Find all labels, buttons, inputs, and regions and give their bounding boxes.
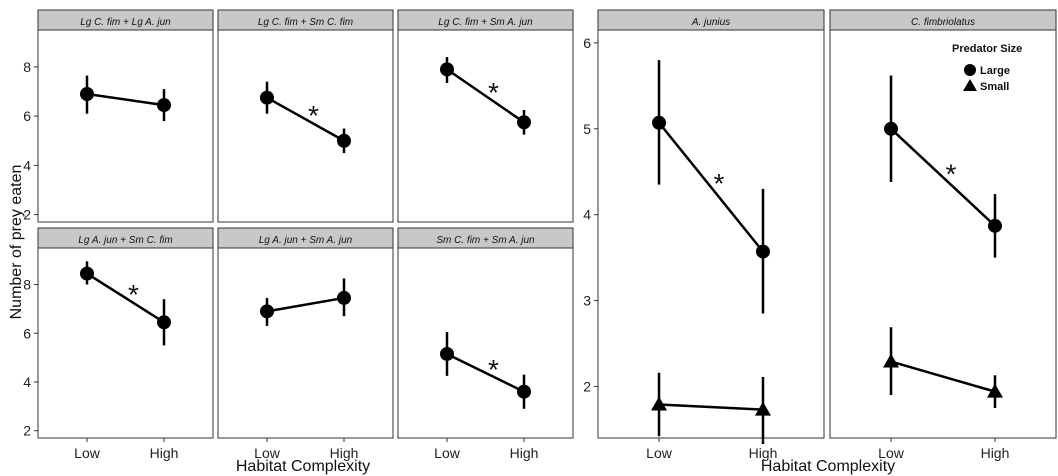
right-y-tick-label-4: 4 [583,207,591,223]
right-panel-1-frame [597,29,825,439]
left-panel-1-series-0-point-high [157,98,171,113]
left-panel-4-significance-marker: * [128,279,139,310]
legend-marker-small [963,79,977,91]
left-row-1-y-tick-label-2: 2 [23,207,31,223]
legend-title: Predator Size [952,43,1022,55]
left-panel-4-frame [37,247,214,439]
left-panel-1-frame [37,29,214,223]
right-panel-2-frame [829,29,1057,439]
right-chart: A. junius * C. fimbriolatus * 2 3 4 5 6 Low High… [583,9,1057,475]
left-panel-4-series-0-point-high [157,315,171,330]
right-panel-2-series-0-point-high [987,218,1002,233]
left-panel-5-series-0-point-high [337,290,351,305]
legend-marker-large [964,64,976,76]
right-panel-2-title: C. fimbriolatus [911,17,975,28]
left-panel-4-series-0-point-low [80,266,94,281]
left-panel-6-series-0-point-low [440,346,454,361]
left-col-1-xtick-label-high: High [150,445,179,461]
left-row-2-y-tick-label-8: 8 [23,277,31,293]
right-col-1-xtick-label-low: Low [646,445,673,461]
left-panel-1-series-0-point-low [80,87,94,101]
left-row-2-y-tick-label-6: 6 [23,325,31,341]
left-panel-3-series-0-point-low [440,62,454,77]
left-col-3-xtick-label-low: Low [434,445,461,461]
left-chart: Lg C. fim + Lg A. jun Lg C. fim + Sm C. f… [8,9,574,475]
left-panel-5-frame [217,247,394,439]
right-y-tick-label-2: 2 [583,378,591,394]
left-col-3-xtick-label-high: High [510,445,539,461]
left-row-1-y-tick-label-6: 6 [23,108,31,124]
right-panel-1-series-0-point-low [652,115,667,130]
left-panel-6-significance-marker: * [488,354,499,385]
right-y-tick-label-6: 6 [583,35,591,51]
left-panel-2-series-0-point-high [337,133,351,148]
left-panel-6-title: Sm C. fim + Sm A. jun [436,235,535,246]
right-panel-2-series-0-line [890,127,996,227]
left-panel-3-significance-marker: * [488,77,499,108]
right-panel-1-series-1-point-low [651,396,668,411]
left-x-axis-title: Habitat Complexity [236,458,370,475]
right-col-2-xtick-label-high: High [981,445,1010,461]
right-panel-1-series-1-line [658,403,764,411]
left-panel-2-title: Lg C. fim + Sm C. fim [258,17,353,28]
right-panel-1-title: A. junius [691,17,730,28]
left-col-2-xtick-label-low: Low [254,445,281,461]
left-panel-4-title: Lg A. jun + Sm C. fim [78,235,172,246]
left-panel-3-series-0-point-high [517,115,531,130]
right-panel-1-significance-marker: * [714,168,725,199]
left-row-1-y-tick-label-8: 8 [23,59,31,75]
left-panel-2-series-0-line [266,96,345,142]
left-panel-3-frame [397,29,574,223]
right-y-tick-label-5: 5 [583,121,591,137]
left-y-axis-title: Number of prey eaten [8,165,25,320]
right-col-1-xtick-label-high: High [749,445,778,461]
left-row-2-y-tick-label-4: 4 [23,374,31,390]
right-y-tick-label-3: 3 [583,293,591,309]
legend: Predator Size Large Small [952,43,1022,93]
left-col-2-xtick-label-high: High [330,445,359,461]
left-panel-2-frame [217,29,394,223]
left-row-2-y-tick-label-2: 2 [23,423,31,439]
left-panel-5-series-0-line [266,296,345,313]
right-panel-2-series-1-point-high [986,383,1003,398]
right-panel-2-significance-marker: * [946,158,957,189]
left-panel-6-frame [397,247,574,439]
left-panel-4-series-0-line [86,272,165,324]
legend-label-small: Small [980,81,1009,93]
right-panel-1-series-0-line [658,121,764,253]
left-panel-1-title: Lg C. fim + Lg A. jun [80,17,171,28]
left-row-1-y-tick-label-4: 4 [23,157,31,173]
left-col-1-xtick-label-low: Low [74,445,101,461]
left-panel-3-title: Lg C. fim + Sm A. jun [438,17,533,28]
left-panel-1-series-0-line [86,92,165,107]
right-panel-1-series-0-point-high [755,244,770,259]
legend-label-large: Large [980,65,1010,77]
right-col-2-xtick-label-low: Low [878,445,905,461]
right-x-axis-title: Habitat Complexity [761,458,895,475]
right-panel-2-series-1-point-low [883,353,900,368]
left-panel-2-significance-marker: * [308,100,319,131]
right-panel-2-series-1-line [890,360,996,393]
left-panel-3-series-0-line [446,68,525,124]
left-panel-2-series-0-point-low [260,90,274,105]
left-panel-6-series-0-point-high [517,384,531,399]
right-panel-1-series-1-point-high [754,401,771,416]
left-panel-5-series-0-point-low [260,304,274,319]
left-panel-5-title: Lg A. jun + Sm A. jun [259,235,353,246]
right-panel-2-series-0-point-low [884,121,899,136]
left-panel-6-series-0-line [446,352,525,393]
